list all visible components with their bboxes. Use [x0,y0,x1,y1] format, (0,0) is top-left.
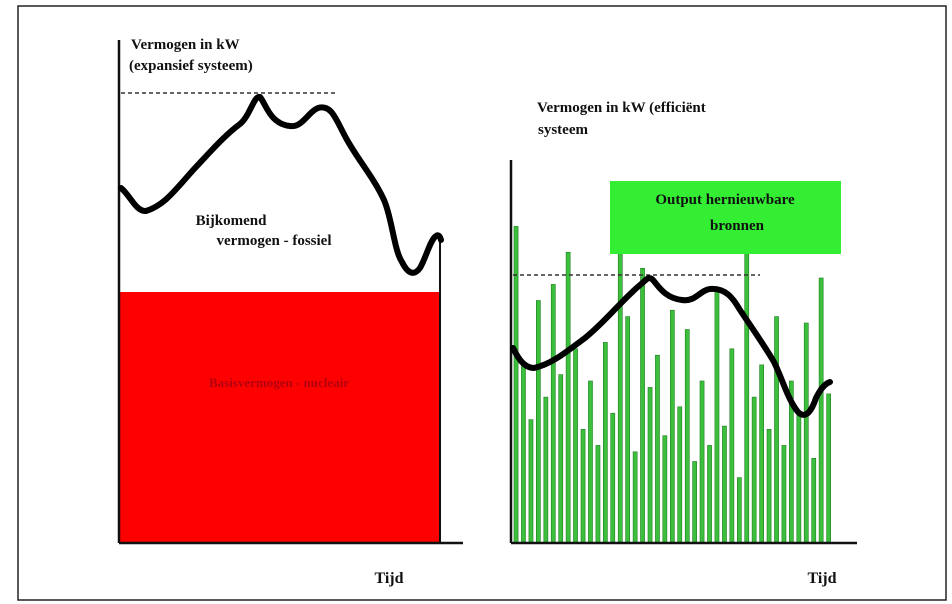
renewable-label-line1: Output hernieuwbare [655,192,795,208]
renewable-bar [521,364,526,543]
right-axis-label-line1: Vermogen in kW (efficiënt [537,100,706,116]
renewable-bar [774,316,779,543]
renewable-bar [669,309,675,543]
nuclear-base-block [119,292,440,543]
fossil-label-line1: Bijkomend [196,213,268,229]
renewable-label-line2: bronnen [710,218,765,234]
renewable-bar [722,425,727,543]
renewable-bar [826,393,831,543]
renewable-bar [610,412,616,543]
renewable-bar [513,226,519,543]
outer-frame [17,5,947,601]
left-axis-label-line1: Vermogen in kW [131,37,240,53]
renewable-bar [565,251,571,543]
renewable-bar [818,277,824,543]
left-demand-curve [118,94,444,276]
renewable-bar [535,300,541,543]
renewable-bar [625,316,630,543]
renewable-bar [588,380,593,543]
renewable-bar [751,396,757,543]
renewable-bar [558,374,564,543]
left-x-axis-label: Tijd [374,570,403,587]
renewable-bar [766,428,772,543]
renewable-bar [707,445,712,543]
left-axis-label-line2: (expansief systeem) [129,58,253,74]
renewable-bar [677,406,683,543]
renewable-bar [543,396,549,543]
renewable-bar [573,348,578,543]
right-x-axis-label: Tijd [807,570,836,587]
renewable-bar [714,290,720,543]
fossil-label-line2: vermogen - fossiel [217,233,332,249]
renewable-bar [662,435,668,543]
renewable-bar [632,451,638,543]
renewable-bar [811,457,817,543]
right-demand-curve [510,275,833,418]
renewable-bar [796,412,802,543]
right-axis-label-line2: systeem [538,122,588,138]
nuclear-label: Basisvermogen - nucleair [209,375,349,390]
renewable-bar [781,445,787,543]
renewable-bar [617,235,623,543]
renewable-bar [640,267,645,543]
renewable-bar [759,364,764,543]
renewable-bar [684,329,690,543]
renewable-output-box [610,181,841,254]
renewable-bar [580,428,586,543]
renewable-bar [647,387,653,543]
renewable-bar [528,419,534,543]
renewable-bar [692,461,697,543]
renewable-bar [655,354,660,543]
renewable-bar [550,284,556,543]
right-panel: Output hernieuwbare bronnen Vermogen in … [509,100,857,587]
renewable-bar [699,380,705,543]
renewable-bar [803,322,809,543]
renewable-bar [744,251,750,543]
renewable-bar [736,477,742,543]
renewable-bar [729,348,735,543]
renewable-bar [602,342,608,543]
left-panel: Vermogen in kW (expansief systeem) Bijko… [117,37,463,587]
renewable-bar [595,445,601,543]
